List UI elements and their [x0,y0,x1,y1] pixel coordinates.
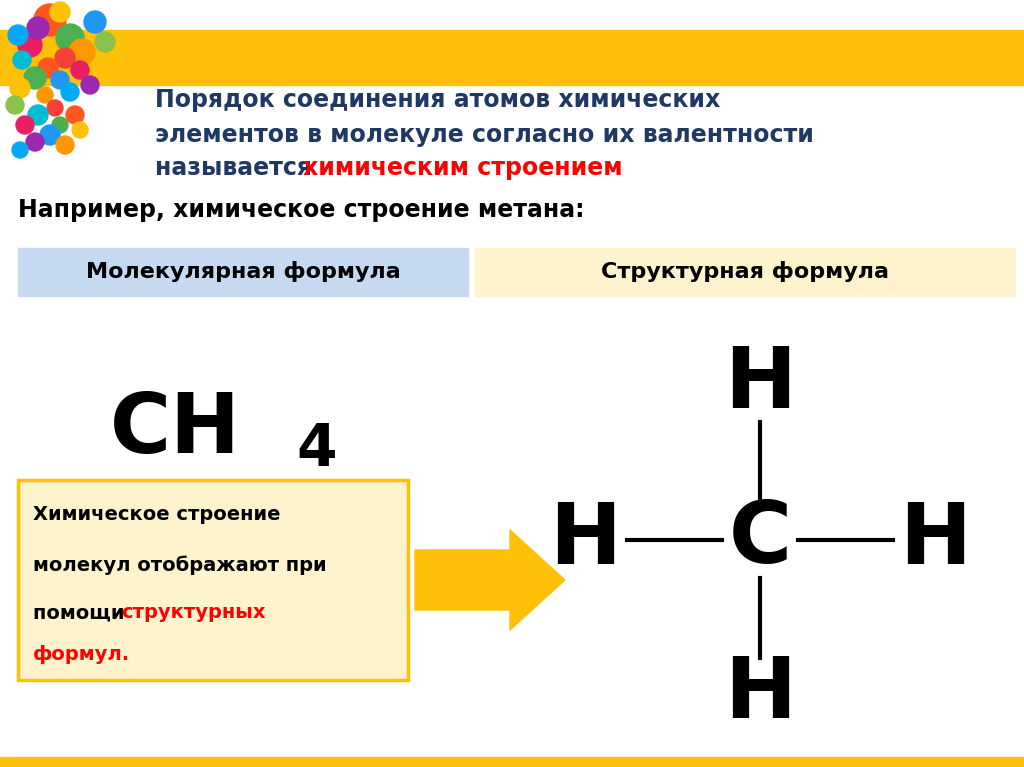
FancyBboxPatch shape [18,480,408,680]
Circle shape [28,105,48,125]
FancyArrow shape [415,530,565,630]
Circle shape [6,96,24,114]
Circle shape [56,136,74,154]
Text: CH: CH [110,390,241,470]
Circle shape [40,125,60,145]
Text: H: H [724,653,796,736]
Circle shape [72,122,88,138]
Circle shape [10,78,30,98]
Circle shape [95,32,115,52]
Bar [18,248,468,296]
Text: Например, химическое строение метана:: Например, химическое строение метана: [18,198,585,222]
Text: Структурная формула: Структурная формула [601,262,889,282]
Circle shape [52,117,68,133]
Circle shape [81,76,99,94]
Text: Молекулярная формула: Молекулярная формула [86,262,400,282]
Circle shape [27,17,49,39]
Circle shape [56,24,84,52]
Circle shape [51,71,69,89]
Text: формул.: формул. [33,646,130,664]
Text: структурных: структурных [121,604,265,623]
Text: H: H [549,499,621,581]
Circle shape [12,142,28,158]
Text: H: H [899,499,971,581]
Text: молекул отображают при: молекул отображают при [33,555,327,574]
Circle shape [8,25,28,45]
Text: H: H [724,344,796,426]
Circle shape [55,48,75,68]
Text: помощи: помощи [33,604,131,623]
Text: Химическое строение: Химическое строение [33,505,281,525]
Circle shape [37,87,53,103]
Circle shape [34,4,66,36]
Circle shape [50,2,70,22]
Circle shape [61,83,79,101]
Text: называется: называется [155,156,321,180]
Text: C: C [728,499,792,581]
Text: Порядок соединения атомов химических: Порядок соединения атомов химических [155,88,720,112]
Circle shape [69,39,95,65]
Circle shape [26,133,44,151]
Circle shape [38,58,58,78]
Circle shape [24,67,46,89]
Circle shape [18,33,42,57]
Bar [0,757,1024,767]
Circle shape [16,116,34,134]
Circle shape [66,106,84,124]
Circle shape [84,11,106,33]
Bar [475,248,1015,296]
Circle shape [47,100,63,116]
Text: 4: 4 [296,422,337,479]
Circle shape [71,61,89,79]
Bar [0,30,1024,85]
Text: химическим строением: химическим строением [303,156,623,180]
Text: элементов в молекуле согласно их валентности: элементов в молекуле согласно их валентн… [155,123,814,147]
Circle shape [13,51,31,69]
